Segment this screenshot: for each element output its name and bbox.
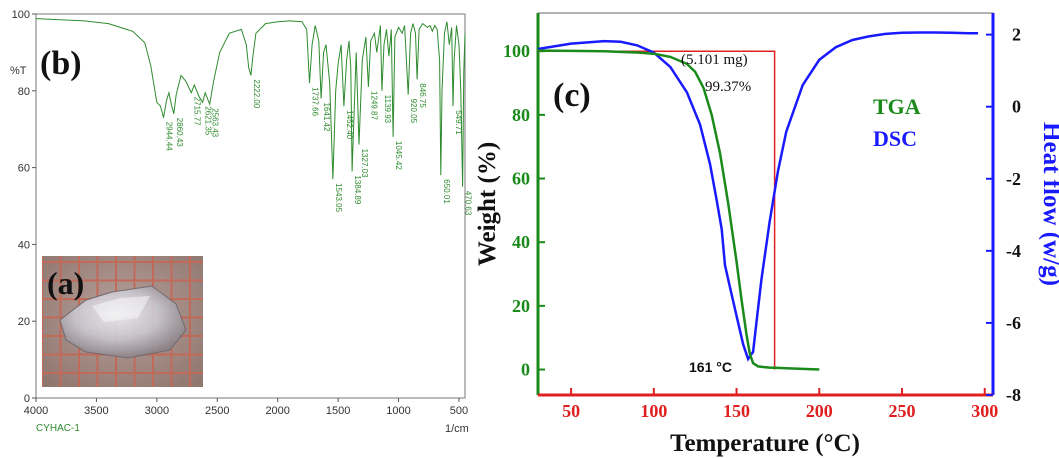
ftir-y-tick-label: 80 — [18, 86, 30, 98]
ftir-x-tick-label: 3000 — [145, 405, 169, 417]
weight-tick-label: 20 — [512, 296, 530, 316]
ftir-peak-label: 920.05 — [409, 99, 418, 124]
ftir-peak-label: 2563.43 — [211, 108, 220, 137]
ftir-peak-label: 1543.05 — [334, 183, 343, 212]
weight-tick-label: 40 — [512, 232, 530, 252]
temperature-tick-label: 200 — [806, 401, 833, 421]
ftir-y-tick-label: 40 — [18, 239, 30, 251]
heat-flow-tick-label: 0 — [1012, 97, 1021, 117]
ftir-peak-label: 1139.93 — [383, 95, 392, 124]
ftir-peak-label: 1327.03 — [360, 149, 369, 178]
heat-flow-tick-label: -4 — [1006, 241, 1021, 261]
ftir-y-axis-label: %T — [10, 65, 27, 77]
ftir-y-tick-label: 100 — [12, 9, 30, 21]
legend-dsc: DSC — [873, 126, 917, 151]
weight-tick-label: 100 — [503, 41, 530, 61]
crystal-photo-inset: (a) — [42, 256, 203, 387]
ftir-peak-label: 1452.40 — [345, 110, 354, 139]
temperature-tick-label: 150 — [723, 401, 750, 421]
weight-percent-annotation: 99.37% — [705, 79, 751, 95]
panel-b-label: (b) — [40, 45, 82, 82]
ftir-peak-label: 1384.89 — [353, 175, 362, 204]
ftir-peak-label: 2715.77 — [192, 97, 201, 126]
temperature-tick-label: 300 — [971, 401, 998, 421]
ftir-x-tick-label: 1500 — [326, 405, 350, 417]
weight-axis-label: Weight (%) — [474, 142, 501, 266]
ftir-x-tick-label: 2000 — [265, 405, 289, 417]
ftir-panel: 0 20 40 60 80 100 4000 3500 3000 2500 2000 1500 100… — [10, 9, 473, 435]
weight-ticks: 0 20 40 60 80 100 — [503, 41, 545, 380]
temperature-tick-label: 50 — [562, 401, 580, 421]
ftir-x-tick-label: 2500 — [205, 405, 229, 417]
ftir-sample-label: CYHAC-1 — [36, 423, 80, 434]
ftir-x-axis-label: 1/cm — [445, 423, 469, 435]
ftir-peak-label: 650.01 — [442, 179, 451, 204]
ftir-y-ticks: 0 20 40 60 80 100 — [12, 9, 36, 405]
tga-curve — [537, 49, 820, 371]
ftir-y-tick-label: 0 — [24, 393, 30, 405]
ftir-x-tick-label: 3500 — [84, 405, 108, 417]
weight-tick-label: 80 — [512, 105, 530, 125]
heat-flow-axis-label: Heat flow (w/g) — [1038, 122, 1059, 286]
weight-tick-label: 0 — [521, 360, 530, 380]
ftir-x-tick-label: 4000 — [24, 405, 48, 417]
crystal — [59, 285, 187, 359]
ftir-peak-label: 1045.42 — [394, 141, 403, 170]
legend-tga: TGA — [873, 94, 921, 119]
ftir-spectrum-line — [35, 18, 466, 187]
ftir-x-tick-label: 500 — [450, 405, 468, 417]
ftir-peak-label: 470.63 — [464, 191, 473, 216]
heat-flow-ticks: -8 -6 -4 -2 0 2 — [986, 25, 1021, 405]
ftir-peak-label: 2860.43 — [175, 118, 184, 147]
ftir-x-tick-label: 1000 — [386, 405, 410, 417]
ftir-peak-label: 1737.66 — [311, 87, 320, 116]
ftir-peak-label: 1641.42 — [322, 103, 331, 132]
ftir-y-tick-label: 60 — [18, 163, 30, 175]
weight-tick-label: 60 — [512, 169, 530, 189]
ftir-peak-label: 2222.00 — [252, 79, 261, 108]
temperature-tick-label: 100 — [640, 401, 667, 421]
heat-flow-tick-label: -8 — [1006, 385, 1021, 405]
ftir-peak-label: 2944.44 — [165, 122, 174, 151]
ftir-plot-frame — [35, 13, 466, 399]
ftir-y-tick-label: 20 — [18, 316, 30, 328]
temperature-ticks: 50 100 150 200 250 300 — [562, 388, 998, 421]
peak-temperature-annotation: 161 °C — [689, 359, 732, 375]
panel-a-label: (a) — [47, 265, 84, 301]
ftir-peak-label: 549.71 — [454, 110, 463, 135]
ftir-peak-label: 1249.87 — [369, 91, 378, 120]
heat-flow-tick-label: -2 — [1006, 169, 1021, 189]
ftir-peak-label: 846.75 — [418, 83, 427, 108]
ftir-peak-label: 2621.35 — [204, 106, 213, 135]
dsc-curve — [537, 31, 979, 362]
panel-c-label: (c) — [553, 77, 591, 114]
ftir-x-ticks: 4000 3500 3000 2500 2000 1500 1000 500 — [24, 398, 468, 417]
heat-flow-tick-label: -6 — [1006, 313, 1021, 333]
temperature-tick-label: 250 — [889, 401, 916, 421]
temperature-axis-label: Temperature (°C) — [670, 430, 860, 457]
heat-flow-tick-label: 2 — [1012, 25, 1021, 45]
mass-annotation: (5.101 mg) — [681, 52, 748, 68]
